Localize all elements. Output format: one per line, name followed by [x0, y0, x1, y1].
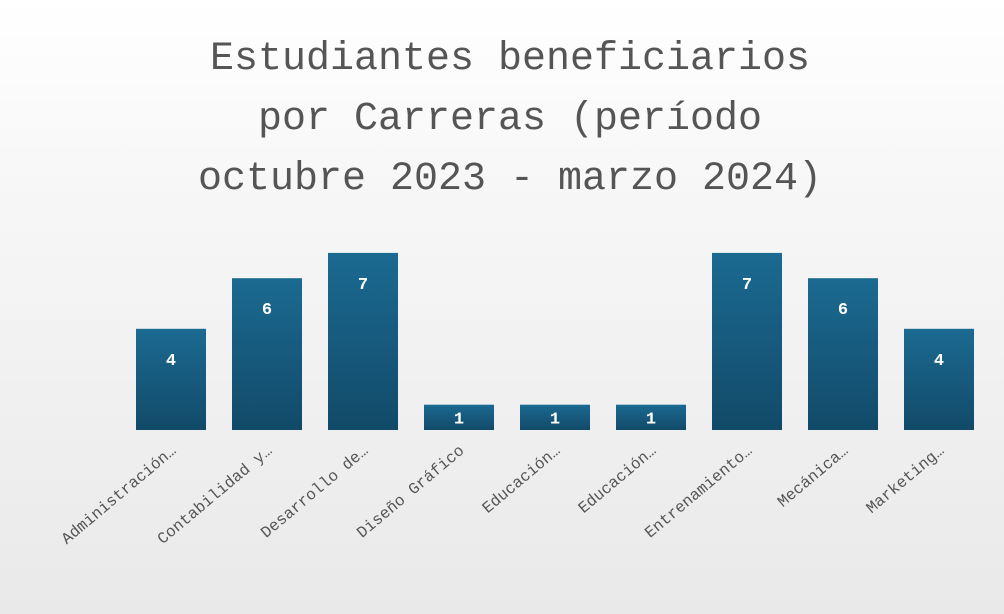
bar: [328, 252, 398, 430]
value-label: 7: [358, 276, 368, 295]
x-tick-label: Marketing…: [863, 442, 948, 518]
value-label: 1: [454, 410, 464, 429]
value-label: 7: [742, 276, 752, 295]
bar: [616, 404, 686, 430]
bar: [520, 404, 590, 430]
chart-title: Estudiantes beneficiarios por Carreras (…: [197, 37, 823, 202]
bar: [808, 278, 878, 430]
value-label: 1: [646, 410, 656, 429]
x-tick-label: Entrenamiento…: [642, 442, 757, 542]
x-tick-label: Educación…: [479, 442, 564, 518]
x-tick-label: Diseño Gráfico: [354, 442, 469, 542]
bar: [424, 404, 494, 430]
x-tick-label: Mecánica…: [774, 442, 852, 511]
value-label: 4: [934, 352, 944, 371]
value-label: 1: [550, 410, 560, 429]
value-label: 6: [838, 301, 848, 320]
bar: [904, 328, 974, 430]
bar: [136, 328, 206, 430]
bar: [232, 278, 302, 430]
value-label: 4: [166, 352, 176, 371]
value-label: 6: [262, 301, 272, 320]
x-tick-label: Educación…: [575, 442, 660, 518]
bar: [712, 252, 782, 430]
